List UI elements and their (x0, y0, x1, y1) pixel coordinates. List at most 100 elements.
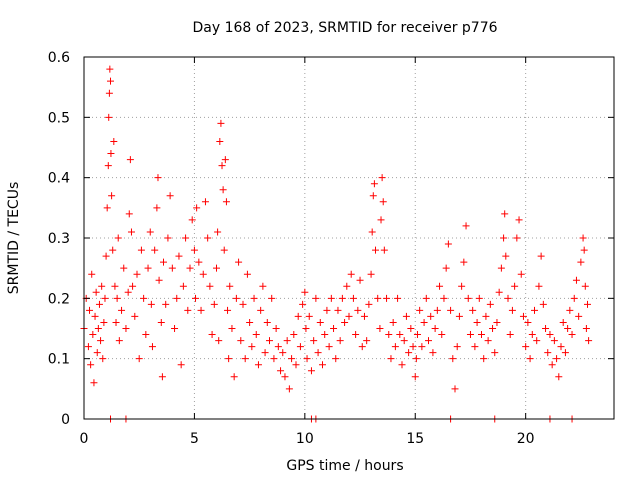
data-point (460, 258, 468, 266)
data-point (385, 331, 393, 339)
data-point (484, 337, 492, 345)
data-point (568, 331, 576, 339)
data-point (214, 228, 222, 236)
data-point (370, 180, 378, 188)
data-point (188, 216, 196, 224)
data-point (137, 246, 145, 254)
chart-title: Day 168 of 2023, SRMTID for receiver p77… (192, 20, 497, 36)
data-point (555, 373, 563, 381)
data-point (427, 312, 435, 320)
data-point (365, 300, 373, 308)
data-point (394, 294, 402, 302)
data-point (325, 343, 333, 351)
tick-labels: 0 0.1 0.2 0.3 0.4 0.5 0.6 0 5 10 15 20 (48, 50, 535, 447)
data-point (124, 288, 132, 296)
data-point (112, 318, 120, 326)
data-point (107, 77, 114, 85)
data-point (316, 318, 324, 326)
data-point (585, 337, 593, 345)
data-point (480, 355, 488, 363)
data-point (524, 318, 532, 326)
grid-lines (84, 57, 614, 419)
data-point (104, 162, 112, 170)
data-point (413, 331, 421, 339)
data-point (542, 325, 550, 332)
data-point (122, 325, 130, 332)
data-point (387, 355, 395, 363)
data-point (372, 246, 379, 254)
data-point (217, 119, 225, 127)
data-point (367, 270, 375, 278)
data-point (147, 300, 155, 308)
data-point (252, 331, 260, 339)
data-point (220, 246, 228, 254)
data-point (377, 216, 385, 224)
data-point (345, 312, 353, 320)
data-point (261, 349, 269, 357)
data-point (379, 198, 387, 206)
data-point (195, 258, 203, 266)
data-point (190, 246, 198, 254)
data-point (158, 373, 166, 381)
data-point (544, 349, 552, 357)
data-point (338, 294, 346, 302)
data-point (531, 306, 538, 314)
data-point (95, 300, 103, 308)
data-point (129, 282, 137, 290)
data-point (127, 228, 135, 236)
x-tick-label: 10 (296, 431, 314, 447)
data-point (113, 294, 121, 302)
data-point (179, 282, 187, 290)
data-point (517, 270, 525, 278)
data-point (302, 325, 310, 332)
data-point (175, 252, 183, 260)
data-point (444, 240, 452, 248)
data-point (110, 137, 118, 145)
data-point (99, 355, 107, 363)
data-point (186, 264, 194, 272)
y-tick-label: 0.6 (48, 50, 70, 66)
data-point (90, 379, 98, 387)
data-point (89, 331, 97, 339)
data-point (243, 270, 251, 278)
data-point (374, 294, 382, 302)
data-point (396, 331, 404, 339)
data-point (268, 294, 276, 302)
data-point (548, 361, 556, 369)
data-point (500, 234, 508, 242)
data-point (241, 355, 249, 363)
data-point (248, 343, 256, 351)
data-point (197, 306, 205, 314)
data-point (442, 264, 450, 272)
data-point (206, 282, 214, 290)
data-point (225, 355, 233, 363)
data-point (146, 228, 154, 236)
data-point (447, 306, 455, 314)
data-point (296, 343, 304, 351)
data-point (213, 264, 220, 272)
data-point (266, 337, 273, 345)
x-tick-label: 20 (517, 431, 535, 447)
data-point (497, 264, 505, 272)
data-point (263, 318, 271, 326)
data-point (277, 367, 285, 375)
data-point (314, 349, 322, 357)
x-tick-label: 0 (80, 431, 89, 447)
data-point (553, 355, 561, 363)
data-point (140, 294, 148, 302)
data-point (582, 325, 590, 332)
axis-ticks (83, 56, 614, 420)
data-point (502, 252, 510, 260)
data-point (125, 210, 133, 218)
y-tick-label: 0.1 (48, 352, 70, 368)
data-point (222, 198, 230, 206)
data-point (135, 355, 143, 363)
data-point (405, 349, 413, 357)
data-point (471, 343, 479, 351)
data-point (438, 331, 446, 339)
data-point (513, 234, 521, 242)
y-tick-label: 0 (61, 412, 70, 428)
data-point (455, 312, 463, 320)
data-point (94, 325, 102, 332)
data-point (86, 306, 94, 314)
